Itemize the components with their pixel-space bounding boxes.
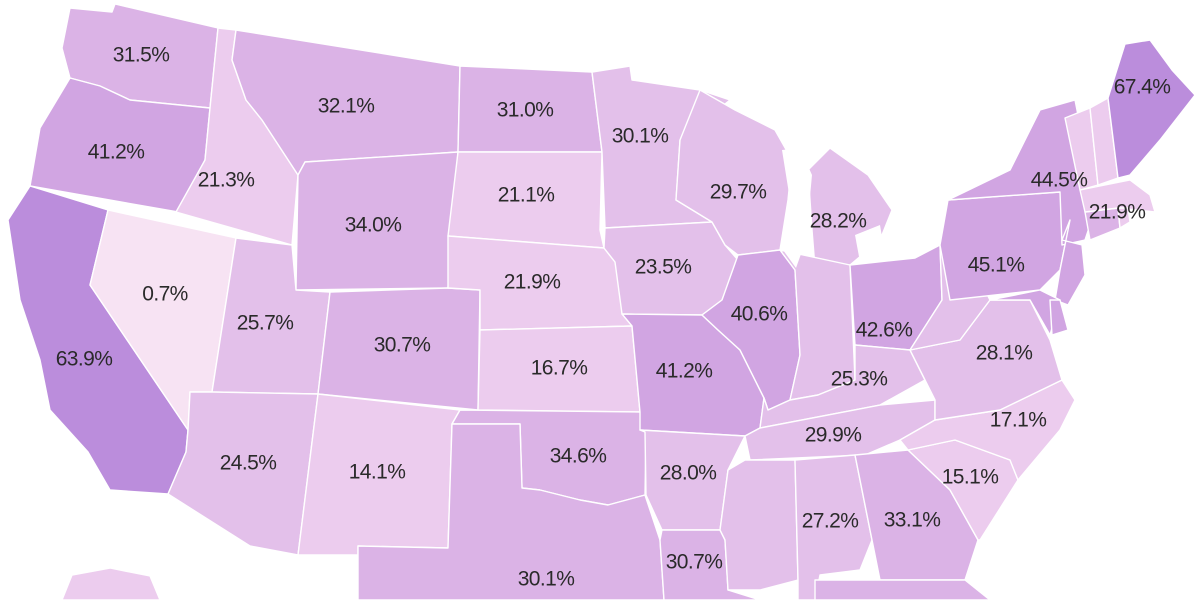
state-shapes [7, 3, 1196, 600]
state-ak[interactable] [61, 567, 161, 600]
state-label-ut: 25.7% [237, 312, 294, 335]
state-ms[interactable] [719, 459, 799, 591]
lakes [782, 148, 885, 268]
state-nj[interactable] [1054, 219, 1086, 306]
state-label-tn: 29.9% [805, 424, 862, 447]
state-label-sc: 15.1% [942, 466, 999, 489]
state-label-ny: 44.5% [1031, 169, 1088, 192]
state-label-mt: 32.1% [318, 95, 375, 118]
state-label-ar: 28.0% [660, 462, 717, 485]
state-label-nv: 0.7% [142, 283, 187, 306]
state-label-nd: 31.0% [497, 99, 554, 122]
lake-shape [782, 148, 812, 268]
state-label-ne: 21.9% [504, 271, 561, 294]
state-pa[interactable] [939, 191, 1071, 301]
state-label-mi: 28.2% [810, 210, 867, 233]
state-labels: 31.5% 41.2% 63.9% 0.7% 21.3% 32.1% 34.0% 25.7% 3… [56, 44, 1171, 591]
state-label-wy: 34.0% [345, 214, 402, 237]
state-label-mo: 41.2% [656, 360, 713, 383]
state-label-ok: 34.6% [550, 445, 607, 468]
state-label-me: 67.4% [1114, 76, 1171, 99]
state-label-id: 21.3% [198, 169, 255, 192]
state-ri[interactable] [1117, 207, 1131, 229]
state-label-ca: 63.9% [56, 348, 113, 371]
state-sd[interactable] [447, 151, 605, 249]
state-tx[interactable] [357, 423, 665, 600]
state-label-ga: 33.1% [884, 509, 941, 532]
state-label-wa: 31.5% [113, 44, 170, 67]
state-label-mn: 30.1% [612, 125, 669, 148]
state-label-or: 41.2% [88, 141, 145, 164]
state-label-ks: 16.7% [531, 357, 588, 380]
lake-shape [855, 225, 885, 262]
state-me[interactable] [1107, 39, 1196, 179]
state-label-ma: 21.9% [1089, 201, 1146, 224]
state-wy[interactable] [295, 151, 459, 291]
state-label-ky: 25.3% [831, 368, 888, 391]
state-label-ia: 23.5% [635, 256, 692, 279]
state-fl[interactable] [814, 579, 991, 600]
state-label-az: 24.5% [220, 452, 277, 475]
state-label-sd: 21.1% [498, 184, 555, 207]
state-label-nc: 17.1% [990, 409, 1047, 432]
state-ma[interactable] [1079, 179, 1156, 213]
state-label-oh: 42.6% [856, 319, 913, 342]
state-label-la: 30.7% [666, 551, 723, 574]
state-label-va: 28.1% [976, 342, 1033, 365]
state-label-co: 30.7% [374, 334, 431, 357]
state-label-al: 27.2% [802, 510, 859, 533]
state-de[interactable] [1049, 299, 1069, 336]
state-label-pa: 45.1% [968, 254, 1025, 277]
state-label-il: 40.6% [731, 303, 788, 326]
state-label-nm: 14.1% [349, 461, 406, 484]
state-label-wi: 29.7% [710, 181, 767, 204]
state-label-tx: 30.1% [518, 568, 575, 591]
